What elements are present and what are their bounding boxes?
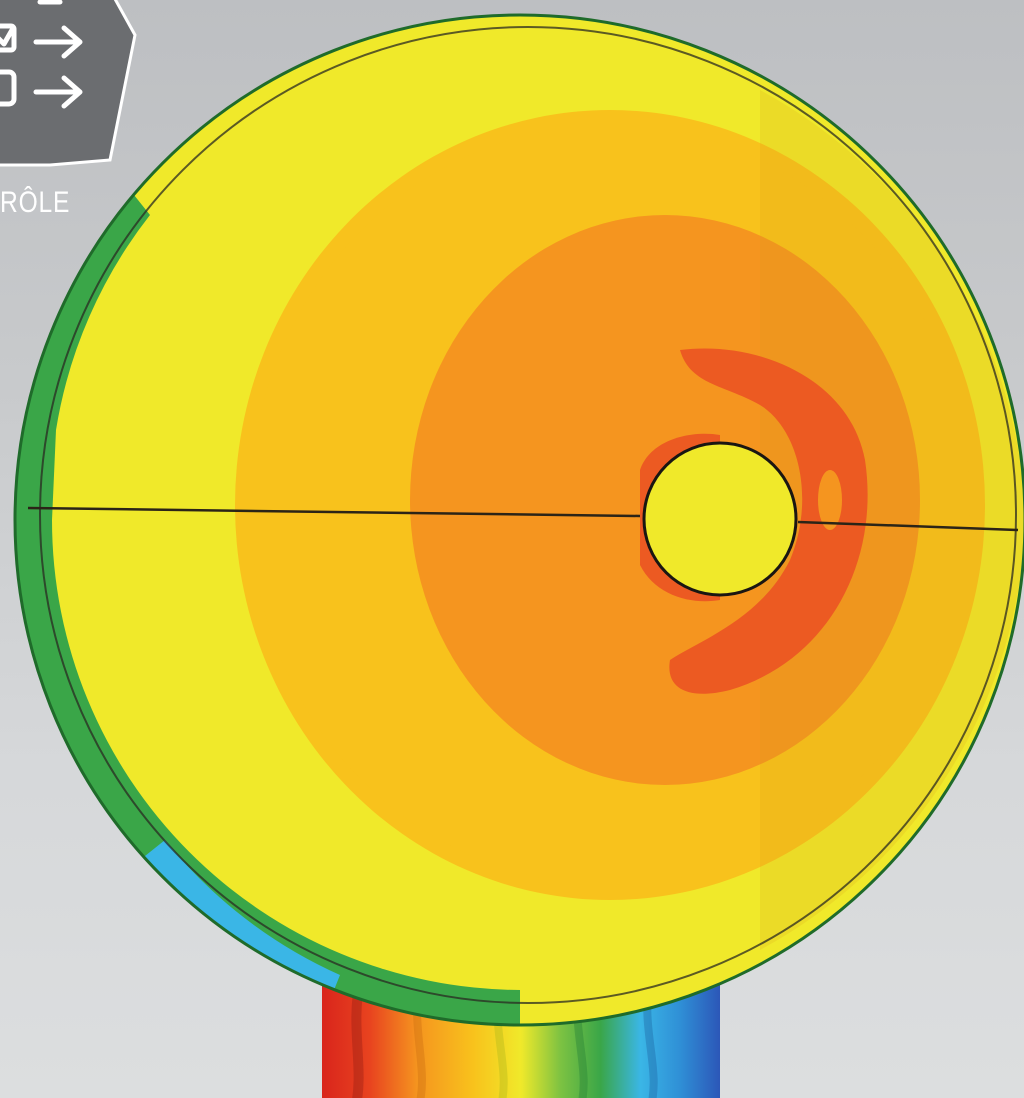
checklist-arrows-icon	[0, 0, 83, 109]
badge-emblem	[0, 0, 137, 167]
sphere-body	[13, 13, 1024, 1027]
badge-label: RÔLE	[0, 186, 71, 219]
